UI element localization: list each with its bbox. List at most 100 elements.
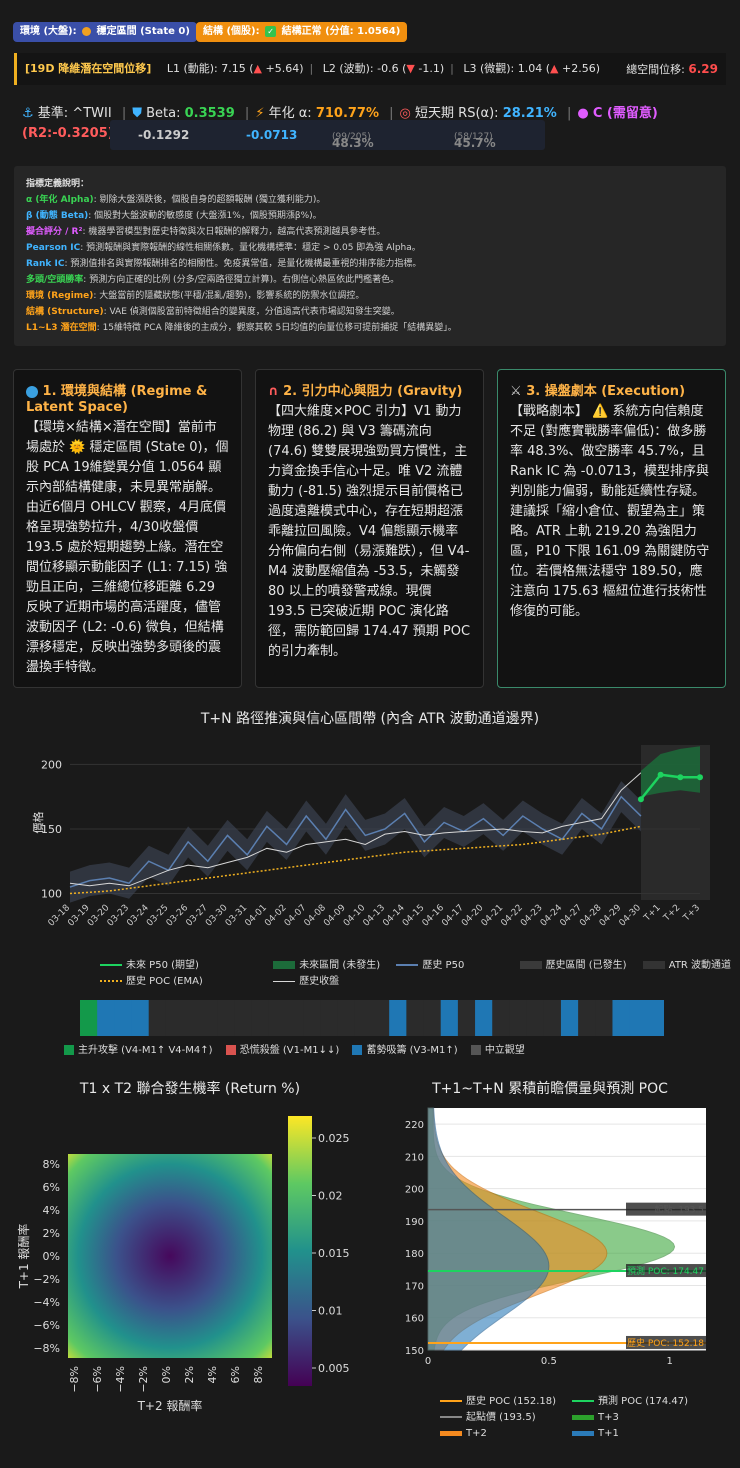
shield-icon: ⛊ xyxy=(132,106,142,121)
cbar-label: 0.01 xyxy=(318,1305,343,1318)
cbar-label: 0.025 xyxy=(318,1132,350,1145)
strip-cell xyxy=(423,1000,442,1036)
x-tick-label: −2% xyxy=(137,1366,150,1393)
y-tick-label: −8% xyxy=(33,1342,60,1355)
ref-label: 起點: 193.5 xyxy=(654,1204,704,1216)
x-tick-label: −4% xyxy=(114,1366,127,1393)
regime-badge: 環境 (大盤): 穩定區間 (State 0) xyxy=(13,22,197,42)
volume-title: T+1~T+N 累積前瞻價量與預測 POC xyxy=(432,1081,668,1097)
cbar-label: 0.015 xyxy=(318,1247,350,1260)
strip-cell xyxy=(165,1000,184,1036)
strip-cell xyxy=(131,1000,150,1036)
ref-label-bg xyxy=(626,1202,706,1216)
strip-cell xyxy=(629,1000,648,1036)
definition-text: : 15維特徵 PCA 降維後的主成分，觀察其較 5日均值的向量位移可提前捕捉「… xyxy=(96,323,457,333)
strip-cell xyxy=(612,1000,631,1036)
x-tick-label: 8% xyxy=(252,1366,265,1383)
definition-term: L1~L3 潛在空間 xyxy=(26,323,97,333)
history-p50-line xyxy=(69,795,642,888)
strip-cell xyxy=(337,1000,356,1036)
path-projection-chart: 100150200價格03-1803-1903-2003-2303-2403-2… xyxy=(31,745,710,929)
x-tick-label: T+2 xyxy=(661,903,682,924)
x-tick-label: −6% xyxy=(91,1366,104,1393)
definition-term: α (年化 Alpha) xyxy=(26,195,94,205)
heat-field xyxy=(68,1154,272,1358)
joint-probability-heatmap: 0.0250.020.0150.010.0058%6%4%2%0%−2%−4%−… xyxy=(16,1116,350,1413)
gravity-card: ∩ 2. 引力中心與阻力 (Gravity) 【四大維度×POC 引力】V1 動… xyxy=(255,369,484,688)
x-tick-label: 4% xyxy=(206,1366,219,1383)
strip-cell xyxy=(526,1000,545,1036)
strip-cell xyxy=(354,1000,373,1036)
definition-text: : 預測值排名與實際報酬排名的相關性。免疫異常值，是量化機構最重視的排序能力指標… xyxy=(64,259,422,269)
definition-item: 環境 (Regime): 大盤當前的隱藏狀態(平穩/混亂/趨勢)，影響系統的防禦… xyxy=(26,288,714,304)
x-tick-label: 0 xyxy=(425,1356,431,1367)
colorbar xyxy=(288,1116,312,1386)
definition-item: β (動態 Beta): 個股對大盤波動的敏感度 (大盤漲1%，個股預期漲β%)… xyxy=(26,208,714,224)
y-tick-label: 6% xyxy=(43,1181,60,1194)
strip-cell xyxy=(97,1000,115,1036)
future-point xyxy=(677,774,684,781)
t1-area xyxy=(427,1107,550,1351)
regime-strip xyxy=(80,1000,664,1036)
definition-item: Pearson IC: 預測報酬與實際報酬的線性相關係數。量化機構標準：穩定 >… xyxy=(26,240,714,256)
long-winrate: 48.3% (99/205) xyxy=(332,132,374,150)
heatmap-title: T1 x T2 聯合發生機率 (Return %) xyxy=(79,1081,301,1097)
x-tick-label: 2% xyxy=(183,1366,196,1383)
strip-cell xyxy=(543,1000,562,1036)
latent-shift-bar: [19D 降維潛在空間位移] L1 (動能): 7.15 (▲ +5.64) | … xyxy=(14,53,726,85)
strip-cell xyxy=(457,1000,476,1036)
globe-icon xyxy=(26,385,38,398)
y-tick-label: 2% xyxy=(43,1227,60,1240)
strip-cell xyxy=(251,1000,270,1036)
x-axis-label: T+2 報酬率 xyxy=(137,1398,203,1413)
definition-term: 結構 (Structure) xyxy=(26,307,104,317)
target-icon: ◎ xyxy=(399,106,411,121)
strip-cell xyxy=(509,1000,528,1036)
strip-cell xyxy=(440,1000,459,1036)
x-tick-label: 0.5 xyxy=(541,1356,557,1367)
strip-cell xyxy=(268,1000,287,1036)
volume-profile-chart: 起點: 193.5 預測 POC: 174.47 歷史 POC: 152.18 220… xyxy=(405,1107,706,1367)
strip-cell xyxy=(646,1000,664,1036)
history-close-line xyxy=(69,772,642,887)
y-tick-label: −4% xyxy=(33,1296,60,1309)
definition-term: Pearson IC xyxy=(26,243,81,253)
total-shift: 總空間位移: 6.29 xyxy=(626,62,718,76)
y-tick-label: 0% xyxy=(43,1250,60,1263)
definition-text: : VAE 偵測個股當前特徵組合的變異度，分值過高代表市場認知發生突變。 xyxy=(103,307,400,317)
history-band xyxy=(70,781,641,903)
strip-cell xyxy=(595,1000,613,1036)
y-tick-label: 150 xyxy=(41,823,62,836)
definition-term: 多頭/空頭勝率 xyxy=(26,275,84,285)
r2-value: (R2:-0.3205) xyxy=(22,126,114,141)
main-chart-title: T+N 路徑推演與信心區間帶 (內含 ATR 波動通道邊界) xyxy=(200,711,540,727)
future-point xyxy=(637,796,644,803)
definition-term: 環境 (Regime) xyxy=(26,291,94,301)
check-icon: ✓ xyxy=(265,25,277,37)
pearson-ic: -0.1292 xyxy=(138,128,190,142)
strip-cell xyxy=(578,1000,596,1036)
ref-label: 預測 POC: 174.47 xyxy=(627,1265,704,1277)
definition-text: : 機器學習模型對歷史特徵與次日報酬的解釋力，越高代表預測越具參考性。 xyxy=(82,227,386,237)
brain-icon: ● xyxy=(577,106,589,121)
definition-item: 擬合評分 / R²: 機器學習模型對歷史特徵與次日報酬的解釋力，越高代表預測越具… xyxy=(26,224,714,240)
definition-term: Rank IC xyxy=(26,259,65,269)
structure-badge: 結構 (個股): ✓ 結構正常 (分值: 1.0564) xyxy=(196,22,408,42)
strip-cell xyxy=(560,1000,579,1036)
y-tick-label: 210 xyxy=(405,1152,424,1163)
magnet-icon: ∩ xyxy=(268,384,279,399)
short-winrate: 45.7% (58/127) xyxy=(454,132,496,150)
y-tick-label: 150 xyxy=(405,1346,424,1357)
metrics-row: ⚓ 基準: ^TWII | ⛊ Beta: 0.3539 | ⚡ 年化 α: 710… xyxy=(22,106,658,121)
future-point xyxy=(697,774,703,781)
strip-cell xyxy=(148,1000,167,1036)
swords-icon: ⚔ xyxy=(510,384,522,399)
y-axis-label: 價格 xyxy=(31,812,45,834)
y-tick-label: −2% xyxy=(33,1273,60,1286)
strip-cell xyxy=(492,1000,510,1036)
regime-card: 1. 環境與結構 (Regime & Latent Space) 【環境×結構×… xyxy=(13,369,242,688)
y-tick-label: 220 xyxy=(405,1120,424,1131)
definition-text: : 大盤當前的隱藏狀態(平穩/混亂/趨勢)，影響系統的防禦水位調控。 xyxy=(93,291,365,301)
strip-cell xyxy=(80,1000,98,1036)
definition-text: : 預測方向正確的比例 (分多/空兩路徑獨立計算)。右側信心熱區依此門檻著色。 xyxy=(83,275,400,285)
